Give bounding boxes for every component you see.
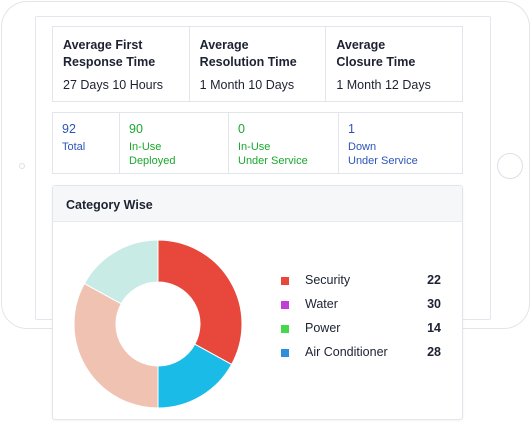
label-line: Down	[348, 141, 377, 153]
legend-item-power[interactable]: Power 14	[281, 321, 441, 345]
average-closure-value: 1 Month 12 Days	[336, 78, 431, 92]
average-first-response-title: Average First Response Time	[63, 37, 189, 71]
security-color-swatch	[281, 277, 289, 285]
power-color-swatch	[281, 325, 289, 333]
legend-value: 14	[427, 321, 441, 335]
legend-label: Air Conditioner	[305, 345, 388, 359]
average-closure-title: Average Closure Time	[336, 37, 462, 71]
label-line: In-Use	[238, 141, 271, 153]
donut-slice-3[interactable]	[83, 239, 159, 305]
average-times-card: Average First Response Time 27 Days 10 H…	[52, 26, 463, 102]
average-first-response-value: 27 Days 10 Hours	[63, 78, 164, 92]
label-line: Under Service	[348, 154, 418, 167]
legend-value: 30	[427, 297, 441, 311]
legend-item-security[interactable]: Security 22	[281, 273, 441, 297]
title-line: Response Time	[63, 55, 156, 69]
tablet-home-button	[497, 153, 523, 179]
legend-item-air-conditioner[interactable]: Air Conditioner 28	[281, 345, 441, 369]
legend-value: 22	[427, 273, 441, 287]
air-conditioner-color-swatch	[281, 349, 289, 357]
category-wise-title: Category Wise	[53, 186, 462, 222]
title-line: Resolution Time	[199, 55, 297, 69]
water-color-swatch	[281, 301, 289, 309]
legend-label: Water	[305, 297, 338, 311]
legend-item-water[interactable]: Water 30	[281, 297, 441, 321]
legend-label: Security	[305, 273, 351, 287]
count-in-use-under-service[interactable]: 0 In-Use Under Service	[229, 113, 339, 173]
asset-counts-card: 92 Total 90 In-Use Deployed 0 In-Use Und…	[52, 112, 463, 174]
donut-slice-2[interactable]	[73, 282, 159, 409]
average-closure-time: Average Closure Time 1 Month 12 Days	[326, 27, 462, 101]
count-deployed-label: In-Use Deployed	[129, 141, 228, 168]
count-down-number: 1	[348, 122, 355, 136]
count-total-label: Total	[62, 141, 119, 155]
legend-label: Power	[305, 321, 341, 335]
title-line: Average	[199, 38, 249, 52]
average-resolution-title: Average Resolution Time	[200, 37, 326, 71]
title-line: Closure Time	[336, 55, 416, 69]
count-in-use-service-label: In-Use Under Service	[238, 141, 338, 168]
title-line: Average	[336, 38, 386, 52]
count-total-number: 92	[62, 122, 76, 136]
count-in-use-service-number: 0	[238, 122, 245, 136]
category-donut-chart	[73, 239, 243, 409]
average-resolution-time: Average Resolution Time 1 Month 10 Days	[190, 27, 327, 101]
label-line: Total	[62, 141, 86, 153]
tablet-camera-dot	[19, 163, 25, 169]
average-first-response-time: Average First Response Time 27 Days 10 H…	[53, 27, 190, 101]
average-resolution-value: 1 Month 10 Days	[199, 78, 295, 92]
label-line: Under Service	[238, 154, 308, 167]
label-line: Deployed	[129, 154, 176, 167]
donut-slice-0[interactable]	[157, 239, 243, 366]
count-deployed-number: 90	[129, 122, 143, 136]
category-legend: Security 22 Water 30 Power 14 Air Condit…	[281, 273, 441, 369]
legend-value: 28	[427, 345, 441, 359]
category-wise-card: Category Wise Security 22 Water 30 Power…	[52, 185, 463, 420]
count-total[interactable]: 92 Total	[53, 113, 120, 173]
count-in-use-deployed[interactable]: 90 In-Use Deployed	[120, 113, 229, 173]
title-line: Average First	[63, 38, 143, 52]
count-down-under-service[interactable]: 1 Down Under Service	[339, 113, 462, 173]
label-line: In-Use	[129, 141, 162, 153]
count-down-label: Down Under Service	[348, 141, 462, 168]
